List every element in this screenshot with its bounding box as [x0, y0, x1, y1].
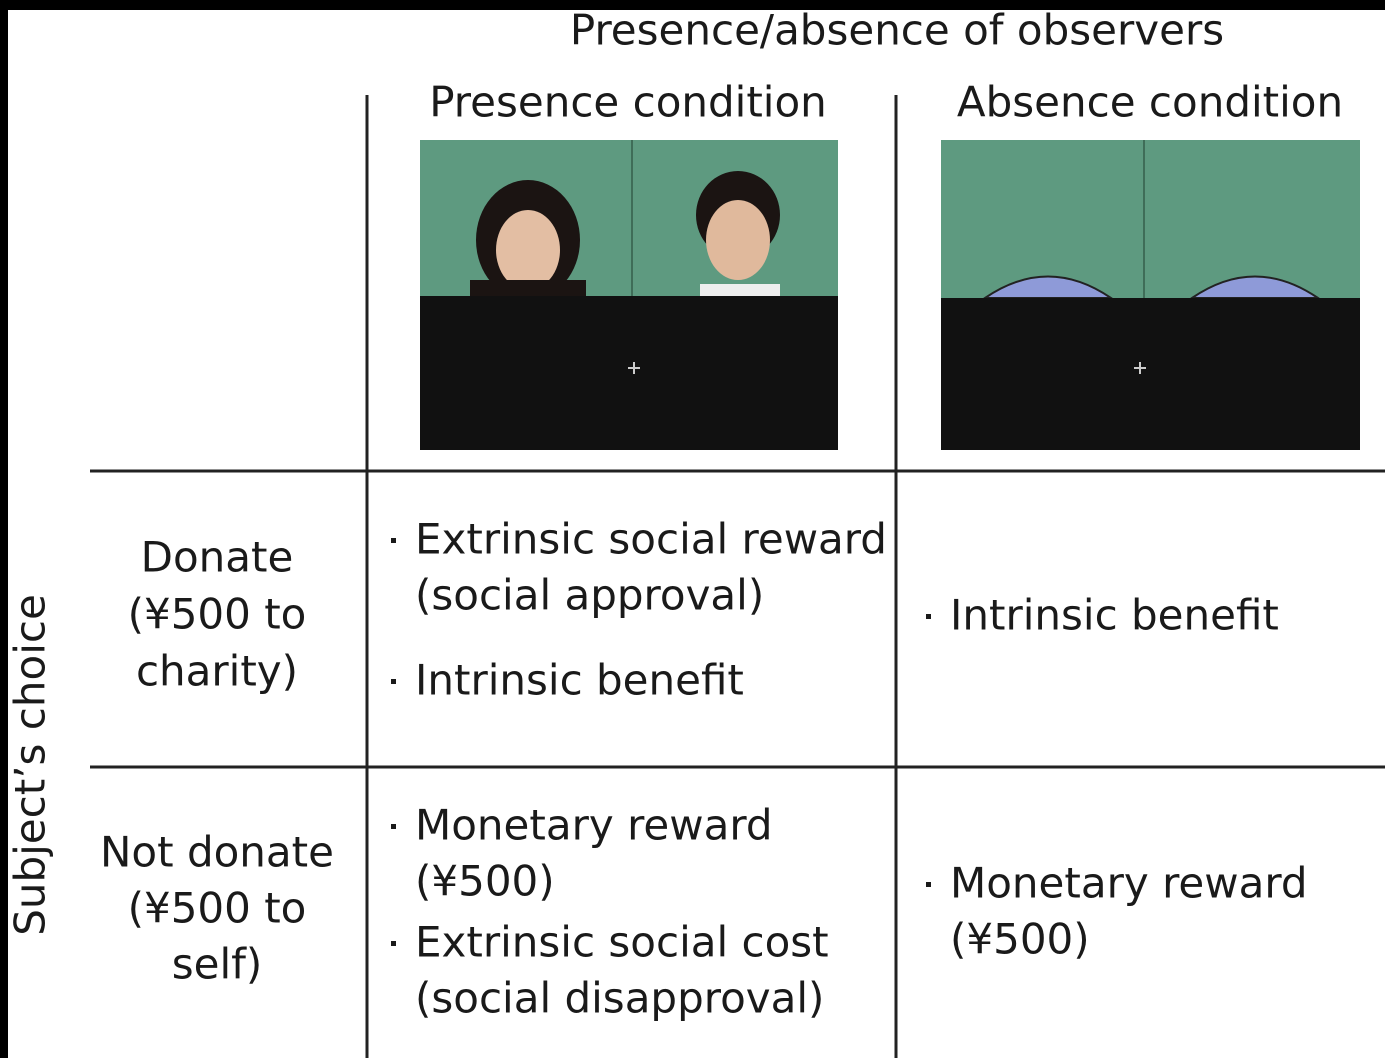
cell-text: Intrinsic benefit [950, 591, 1279, 640]
bullet [391, 538, 396, 543]
column-header: Presence condition [429, 78, 827, 127]
row-label: charity) [136, 647, 298, 696]
row-label: (¥500 to [128, 590, 307, 639]
row-axis-label: Subject’s choice [6, 594, 55, 936]
cell-text: (¥500) [950, 915, 1090, 964]
cell-text: Intrinsic benefit [415, 656, 744, 705]
row-label: self) [172, 940, 263, 989]
cell-text: Extrinsic social reward [415, 515, 887, 564]
bullet [391, 824, 396, 829]
bullet [391, 941, 396, 946]
cell-text: Extrinsic social cost [415, 918, 829, 967]
title: Presence/absence of observers [570, 6, 1224, 55]
row-label: (¥500 to [128, 884, 307, 933]
bullet [926, 614, 931, 619]
row-label: Donate [141, 533, 294, 582]
bullet [391, 679, 396, 684]
column-header: Absence condition [957, 78, 1343, 127]
cell-text: Monetary reward [415, 801, 773, 850]
cell-text: (social disapproval) [415, 974, 824, 1023]
presence-image [420, 140, 838, 450]
row-label: Not donate [100, 828, 334, 877]
cell-text: (¥500) [415, 857, 555, 906]
cell-text: (social approval) [415, 571, 764, 620]
cell-text: Monetary reward [950, 859, 1308, 908]
absence-image [941, 140, 1360, 450]
bullet [926, 882, 931, 887]
